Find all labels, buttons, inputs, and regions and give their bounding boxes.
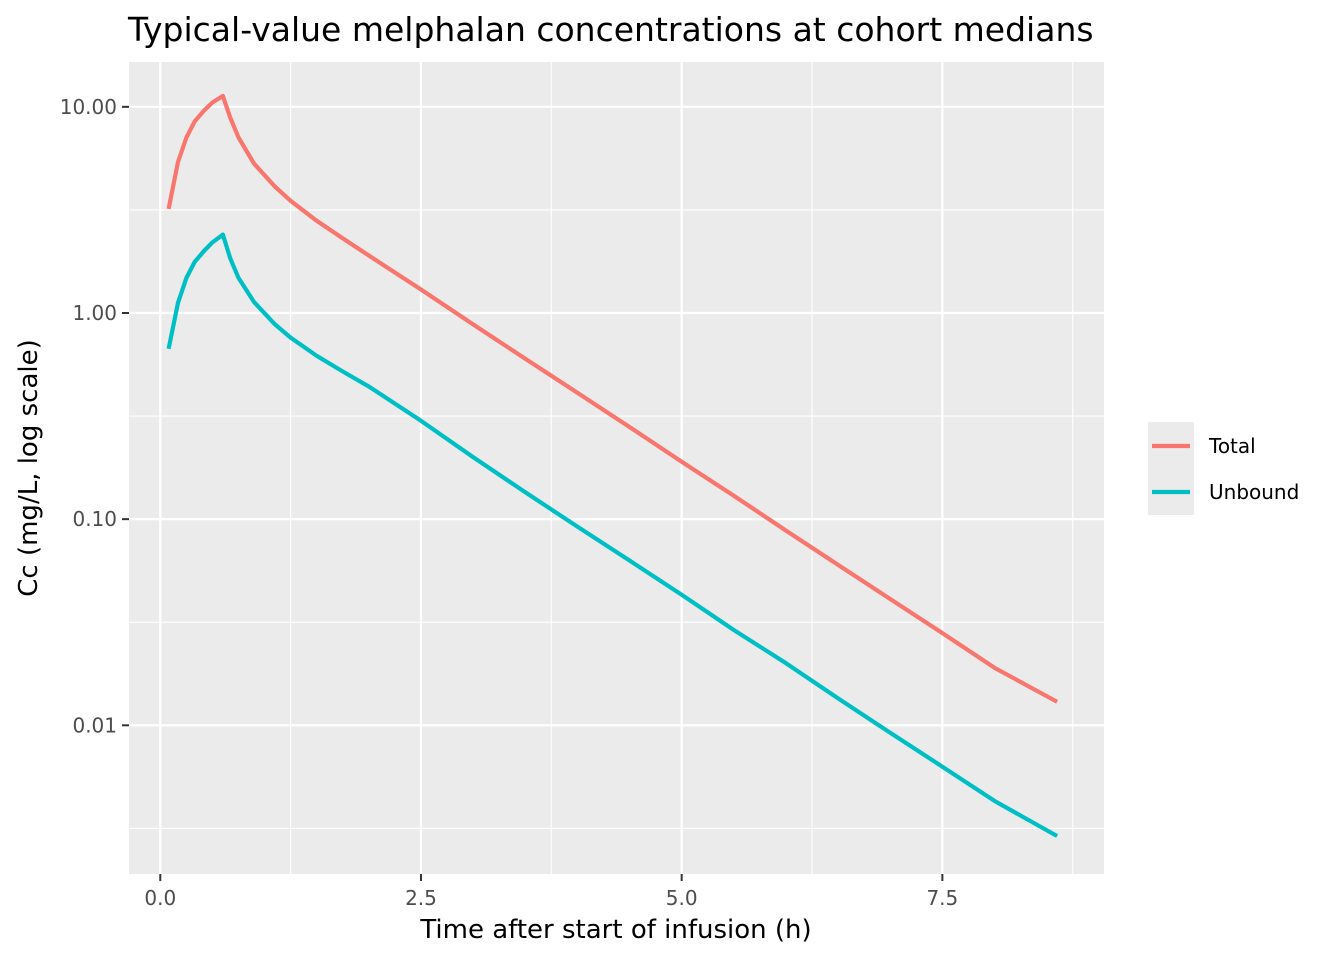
series-line-unbound <box>166 232 1059 838</box>
y-tick-label: 0.01 <box>72 713 117 737</box>
y-tick-label: 0.10 <box>72 507 117 531</box>
x-axis-title: Time after start of infusion (h) <box>419 915 811 945</box>
x-tick-label: 0.0 <box>144 886 176 910</box>
plot-panel <box>129 62 1104 874</box>
series-line-total <box>166 93 1059 704</box>
y-axis-title: Cc (mg/L, log scale) <box>14 339 44 597</box>
x-tick-label: 2.5 <box>405 886 437 910</box>
legend-label: Total <box>1208 434 1256 458</box>
legend-label: Unbound <box>1209 480 1299 504</box>
legend-key-background <box>1148 422 1194 515</box>
x-tick-label: 5.0 <box>666 886 698 910</box>
y-tick-label: 1.00 <box>72 301 117 325</box>
x-tick-label: 7.5 <box>926 886 958 910</box>
chart-title: Typical-value melphalan concentrations a… <box>127 10 1094 49</box>
series-lines <box>166 93 1059 838</box>
grid-lines <box>129 62 1104 874</box>
axes: 0.0 2.5 5.0 7.5 0.01 0.10 1.00 10.00 <box>60 95 959 910</box>
legend: Total Unbound <box>1148 422 1299 515</box>
y-tick-label: 10.00 <box>60 95 117 119</box>
